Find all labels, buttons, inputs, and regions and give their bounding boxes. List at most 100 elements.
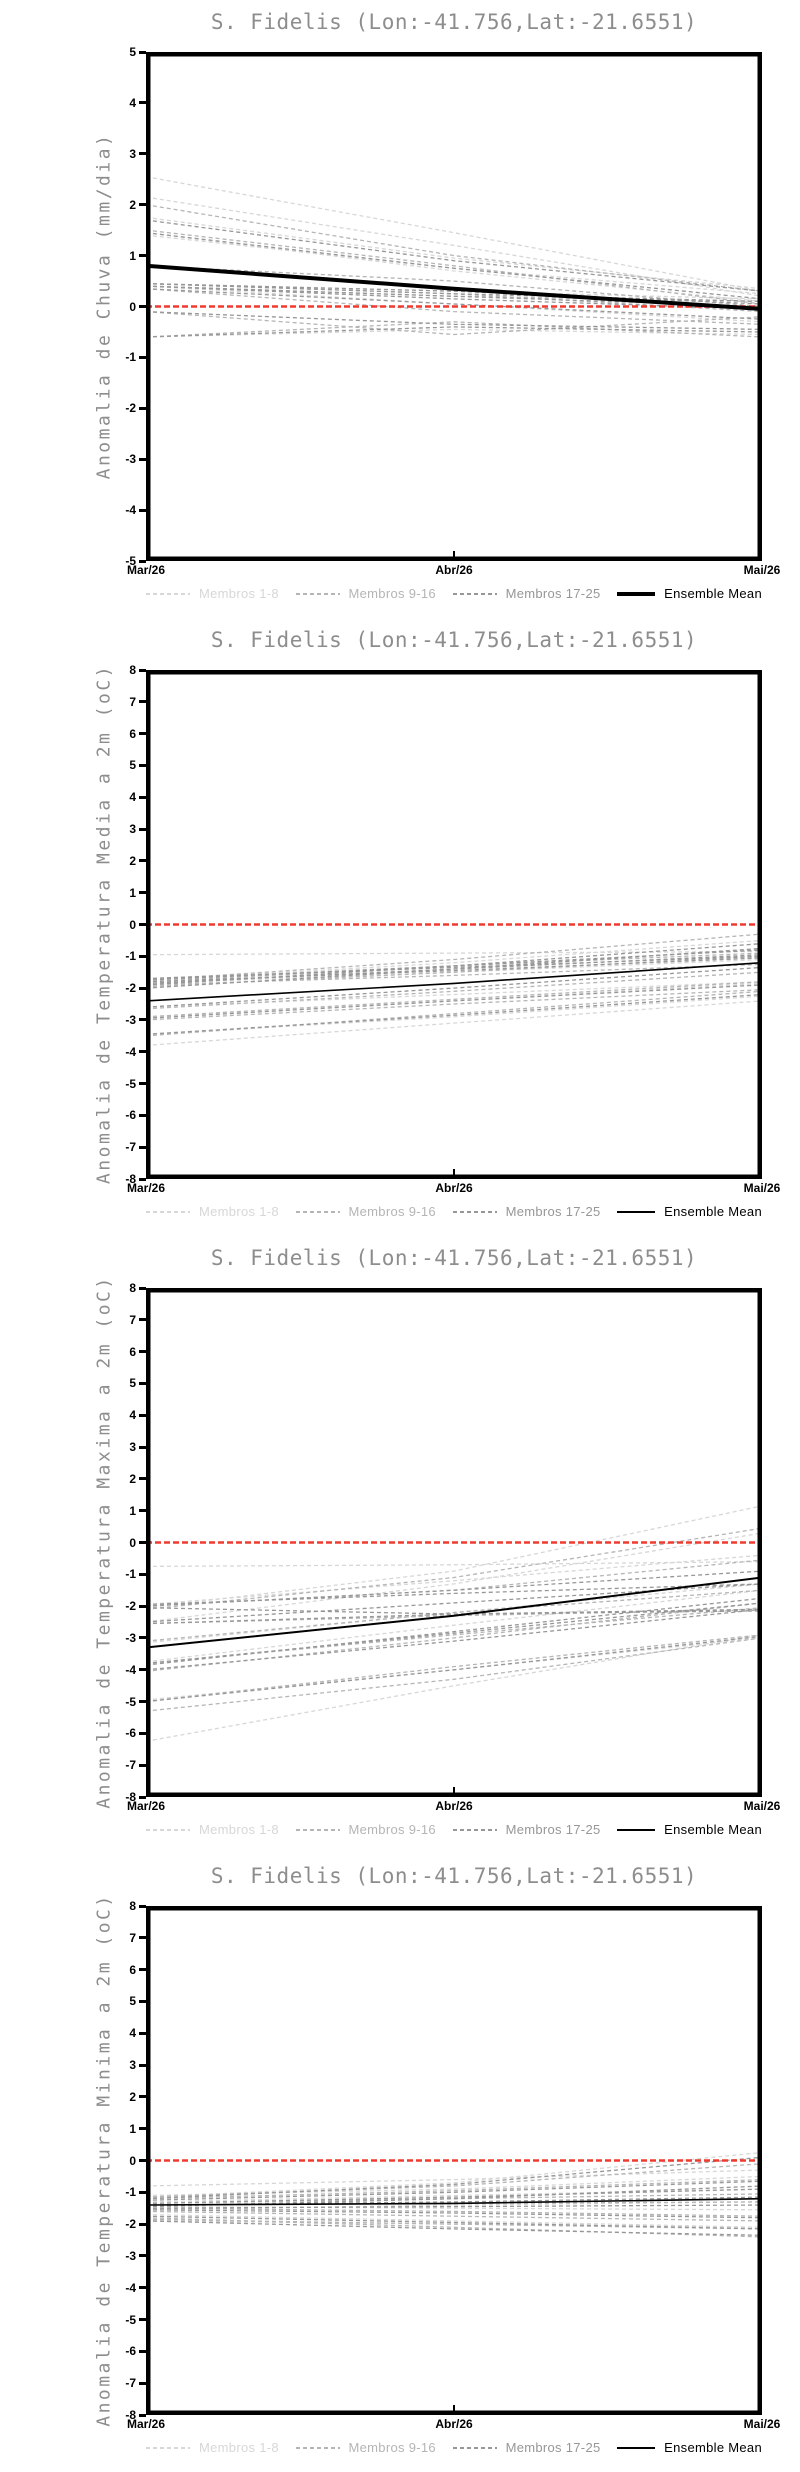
y-tick-mark	[139, 1413, 146, 1417]
y-tick-mark	[139, 2381, 146, 2385]
chart-title: S. Fidelis (Lon:-41.756,Lat:-21.6551)	[210, 1246, 698, 1270]
legend-item-ensemble-mean: Ensemble Mean	[617, 2440, 762, 2455]
member-line	[146, 1554, 762, 1606]
y-tick-mark	[139, 1050, 146, 1054]
y-tick-mark	[139, 1604, 146, 1608]
member-line	[146, 963, 762, 986]
y-tick-mark	[139, 1968, 146, 1972]
y-tick-label: -3	[125, 2248, 136, 2263]
legend-label: Membros 1-8	[199, 2440, 279, 2455]
member-line	[146, 328, 762, 338]
y-tick-label: 2	[129, 1471, 136, 1486]
y-tick-label: 7	[129, 1312, 136, 1327]
y-tick-mark	[139, 1763, 146, 1767]
member-line	[146, 949, 762, 981]
y-tick-label: -2	[125, 2217, 136, 2232]
member-line	[146, 933, 762, 981]
member-line	[146, 2180, 762, 2201]
legend-label: Membros 1-8	[199, 1822, 279, 1837]
chart-min-temperature-anomaly: S. Fidelis (Lon:-41.756,Lat:-21.6551) An…	[0, 1854, 800, 2472]
y-tick-label: -6	[125, 1726, 136, 1741]
y-tick-mark	[139, 50, 146, 54]
y-tick-mark	[139, 2286, 146, 2290]
member-line	[146, 2204, 762, 2209]
member-line	[146, 1505, 762, 1609]
y-tick-mark	[139, 891, 146, 895]
member-line	[146, 1597, 762, 1666]
y-tick-mark	[139, 668, 146, 672]
member-line	[146, 993, 762, 1035]
legend-label: Membros 9-16	[348, 1204, 436, 1219]
y-tick-label: 1	[129, 1503, 136, 1518]
legend-label: Membros 1-8	[199, 586, 279, 601]
y-tick-mark	[139, 1541, 146, 1544]
y-tick-label: 0	[129, 299, 136, 314]
member-line	[146, 2220, 762, 2236]
member-line	[146, 1634, 762, 1703]
y-tick-mark	[139, 406, 146, 410]
y-tick-label: 1	[129, 2121, 136, 2136]
member-line	[146, 1532, 762, 1623]
member-line	[146, 232, 762, 300]
member-line	[146, 971, 762, 1010]
y-tick-label: 8	[129, 1899, 136, 1913]
y-tick-label: -1	[125, 350, 136, 365]
member-line	[146, 1589, 762, 1663]
member-line	[146, 1634, 762, 1742]
y-tick-mark	[139, 1145, 146, 1149]
plot-area	[146, 52, 762, 561]
x-tick-label: Abr/26	[435, 563, 473, 577]
y-tick-mark	[139, 795, 146, 799]
y-tick-label: -8	[125, 1790, 136, 1804]
y-tick-label: 0	[129, 1535, 136, 1550]
member-line	[146, 1607, 762, 1665]
member-line	[146, 2188, 762, 2205]
member-line	[146, 957, 762, 983]
y-tick-label: 2	[129, 2089, 136, 2104]
y-tick-mark	[139, 101, 146, 105]
x-tick-label: Abr/26	[435, 1181, 473, 1195]
legend-label: Membros 17-25	[505, 2440, 601, 2455]
chart-precipitation-anomaly: S. Fidelis (Lon:-41.756,Lat:-21.6551) An…	[0, 0, 800, 618]
y-tick-mark	[139, 508, 146, 512]
member-line	[146, 2209, 762, 2219]
ensemble-mean-line	[146, 2197, 762, 2206]
legend-item-membros-17-25: Membros 17-25	[452, 586, 601, 601]
x-tick-label: Abr/26	[435, 1799, 473, 1813]
legend-item-membros-1-8: Membros 1-8	[146, 2440, 279, 2455]
y-tick-mark	[139, 732, 146, 736]
x-tick-label: Mar/26	[126, 563, 166, 577]
x-tick-label: Mar/26	[126, 2417, 166, 2431]
y-tick-mark	[139, 1318, 146, 1322]
plot-frame	[146, 670, 762, 1179]
y-tick-label: 0	[129, 2153, 136, 2168]
member-line	[146, 1608, 762, 1671]
legend: Membros 1-8 Membros 9-16 Membros 17-25 Ense…	[146, 2440, 762, 2455]
legend-label: Ensemble Mean	[664, 586, 762, 601]
member-line	[146, 2196, 762, 2206]
y-tick-label: -3	[125, 1012, 136, 1027]
y-tick-label: -4	[125, 1662, 136, 1677]
y-tick-label: 3	[129, 146, 136, 161]
member-line	[146, 2210, 762, 2222]
member-line	[146, 1602, 762, 1665]
y-tick-mark	[139, 1795, 146, 1799]
member-line	[146, 2207, 762, 2217]
legend-label: Membros 9-16	[348, 2440, 436, 2455]
member-line	[146, 984, 762, 1019]
y-tick-label: 1	[129, 248, 136, 263]
ensemble-mean-line	[146, 961, 762, 1002]
y-tick-mark	[139, 923, 146, 926]
member-line	[146, 219, 762, 292]
y-tick-label: -1	[125, 949, 136, 964]
y-tick-mark	[139, 559, 146, 563]
y-tick-label: 6	[129, 726, 136, 741]
y-tick-mark	[139, 1636, 146, 1640]
y-tick-mark	[139, 152, 146, 156]
member-line	[146, 2178, 762, 2200]
member-line	[146, 282, 762, 305]
y-tick-label: -6	[125, 1108, 136, 1123]
y-tick-label: 3	[129, 822, 136, 837]
y-tick-mark	[139, 2159, 146, 2162]
legend: Membros 1-8 Membros 9-16 Membros 17-25 Ense…	[146, 1204, 762, 1219]
